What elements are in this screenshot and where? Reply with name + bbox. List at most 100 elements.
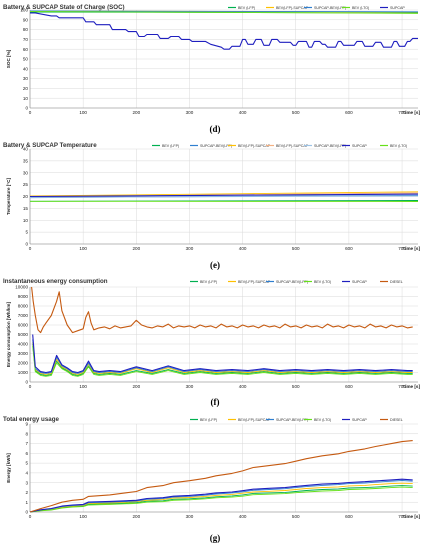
y-tick-label: 50 bbox=[23, 57, 29, 62]
series-line-supcap bbox=[29, 478, 413, 513]
legend-label: BEV (LFP) bbox=[238, 6, 255, 10]
y-tick-label: 3 bbox=[25, 480, 28, 485]
y-tick-label: 20 bbox=[23, 86, 29, 91]
y-tick-label: 0 bbox=[25, 106, 28, 111]
y-tick-label: 10 bbox=[23, 218, 29, 223]
y-tick-label: 2 bbox=[25, 490, 28, 495]
legend-label: BEV (LTO) bbox=[352, 6, 369, 10]
series-line-supcap-bev-lfp bbox=[29, 10, 419, 13]
chart-title: Instantaneous energy consumption bbox=[3, 278, 108, 285]
y-axis-label: Temperature [°C] bbox=[6, 178, 11, 215]
subfigure-label-g: (g) bbox=[209, 533, 221, 543]
x-tick-label: 600 bbox=[345, 246, 353, 251]
y-tick-label: 60 bbox=[23, 47, 29, 52]
y-tick-label: 0 bbox=[25, 510, 28, 515]
x-tick-label: 100 bbox=[79, 110, 87, 115]
y-tick-label: 8 bbox=[25, 431, 28, 436]
legend-label: BEV (LTO) bbox=[314, 418, 331, 422]
x-tick-label: 700 bbox=[398, 110, 406, 115]
y-tick-label: 2000 bbox=[18, 361, 29, 366]
x-tick-label: 600 bbox=[345, 110, 353, 115]
series-line-bev-lfp-supcap bbox=[29, 482, 413, 513]
legend-label: BEV(LFP)-SUPCAP bbox=[238, 144, 271, 148]
x-tick-label: 200 bbox=[132, 514, 140, 519]
legend-label: BEV (LFP) bbox=[200, 280, 217, 284]
x-tick-label: 400 bbox=[239, 514, 247, 519]
y-tick-label: 9 bbox=[25, 422, 28, 427]
y-tick-label: 1 bbox=[25, 500, 28, 505]
y-tick-label: 10000 bbox=[15, 285, 28, 290]
series-line-diesel bbox=[29, 440, 413, 513]
x-tick-label: 0 bbox=[29, 514, 32, 519]
legend-label: BEV(LFP)-SUPCAP bbox=[276, 144, 309, 148]
y-tick-label: 20 bbox=[23, 194, 29, 199]
x-tick-label: 300 bbox=[186, 110, 194, 115]
y-tick-label: 5000 bbox=[18, 332, 29, 337]
x-tick-label: 200 bbox=[132, 384, 140, 389]
x-axis-label: Time [s] bbox=[402, 384, 420, 389]
x-axis-label: Time [s] bbox=[402, 110, 420, 115]
legend-label: SUPCAP-BEV(LFP) bbox=[314, 6, 346, 10]
y-tick-label: 8000 bbox=[18, 304, 29, 309]
series-line-bev-lto bbox=[29, 11, 419, 14]
y-tick-label: 3000 bbox=[18, 351, 29, 356]
series-line-supcap bbox=[29, 193, 419, 198]
chart-4: Total energy usage 0 1 2 3 4 5 6 7 8 9 0 100 200 300 40… bbox=[3, 416, 420, 519]
series-line-bev-lfp bbox=[29, 485, 413, 513]
x-tick-label: 300 bbox=[186, 514, 194, 519]
y-tick-label: 9000 bbox=[18, 294, 29, 299]
legend-label: BEV(LFP)-SUPCAP bbox=[238, 280, 271, 284]
series-line-supcap bbox=[32, 334, 413, 374]
y-tick-label: 30 bbox=[23, 76, 29, 81]
legend-label: SUPCAP-BEV(LFP) bbox=[314, 144, 346, 148]
chart-2: Battery & SUPCAP Temperature 0 5 10 15 20 25 30… bbox=[3, 142, 420, 251]
legend-label: DIESEL bbox=[390, 280, 403, 284]
x-tick-label: 400 bbox=[239, 246, 247, 251]
y-tick-label: 30 bbox=[23, 170, 29, 175]
series-line-supcap-bev-lfp bbox=[29, 480, 413, 513]
x-tick-label: 700 bbox=[398, 384, 406, 389]
y-tick-label: 7000 bbox=[18, 313, 29, 318]
y-tick-label: 6000 bbox=[18, 323, 29, 328]
series-line-bev-lto bbox=[29, 486, 413, 513]
y-tick-label: 35 bbox=[23, 158, 29, 163]
y-tick-label: 100 bbox=[20, 8, 28, 13]
x-axis-label: Time [s] bbox=[402, 514, 420, 519]
chart-title: Battery & SUPCAP Temperature bbox=[3, 142, 97, 149]
y-tick-label: 40 bbox=[23, 66, 29, 71]
y-tick-label: 90 bbox=[23, 17, 29, 22]
series-line-bev-lfp bbox=[32, 343, 413, 376]
chart-title: Total energy usage bbox=[3, 416, 59, 423]
series-line-supcap-bev-lfp bbox=[29, 195, 419, 198]
legend-label: SUPCAP-BEV(LFP) bbox=[276, 280, 308, 284]
x-tick-label: 400 bbox=[239, 384, 247, 389]
x-tick-label: 0 bbox=[29, 384, 32, 389]
legend-label: SUPCAP-BEV(LFP) bbox=[276, 418, 308, 422]
subfigure-label-e: (e) bbox=[210, 260, 220, 270]
x-tick-label: 600 bbox=[345, 514, 353, 519]
series-line-bev-lfp-supcap bbox=[29, 191, 419, 197]
y-tick-label: 10 bbox=[23, 96, 29, 101]
y-tick-label: 0 bbox=[25, 380, 28, 385]
legend-label: BEV (LTO) bbox=[314, 280, 331, 284]
x-tick-label: 400 bbox=[239, 110, 247, 115]
x-tick-label: 0 bbox=[29, 246, 32, 251]
legend-label: BEV (LFP) bbox=[162, 144, 179, 148]
x-tick-label: 700 bbox=[398, 514, 406, 519]
y-tick-label: 6 bbox=[25, 451, 28, 456]
legend-label: BEV(LFP)-SUPCAP bbox=[276, 6, 309, 10]
subfigure-label-f: (f) bbox=[210, 397, 220, 407]
subfigure-label-d: (d) bbox=[209, 124, 221, 134]
y-tick-label: 0 bbox=[25, 242, 28, 247]
x-tick-label: 0 bbox=[29, 110, 32, 115]
x-tick-label: 500 bbox=[292, 514, 300, 519]
legend-label: SUPCAP-BEV(LFP) bbox=[200, 144, 232, 148]
x-tick-label: 300 bbox=[186, 246, 194, 251]
y-tick-label: 25 bbox=[23, 182, 29, 187]
y-tick-label: 7 bbox=[25, 441, 28, 446]
x-tick-label: 100 bbox=[79, 514, 87, 519]
x-tick-label: 700 bbox=[398, 246, 406, 251]
x-tick-label: 500 bbox=[292, 246, 300, 251]
series-line-supcap bbox=[30, 12, 418, 50]
